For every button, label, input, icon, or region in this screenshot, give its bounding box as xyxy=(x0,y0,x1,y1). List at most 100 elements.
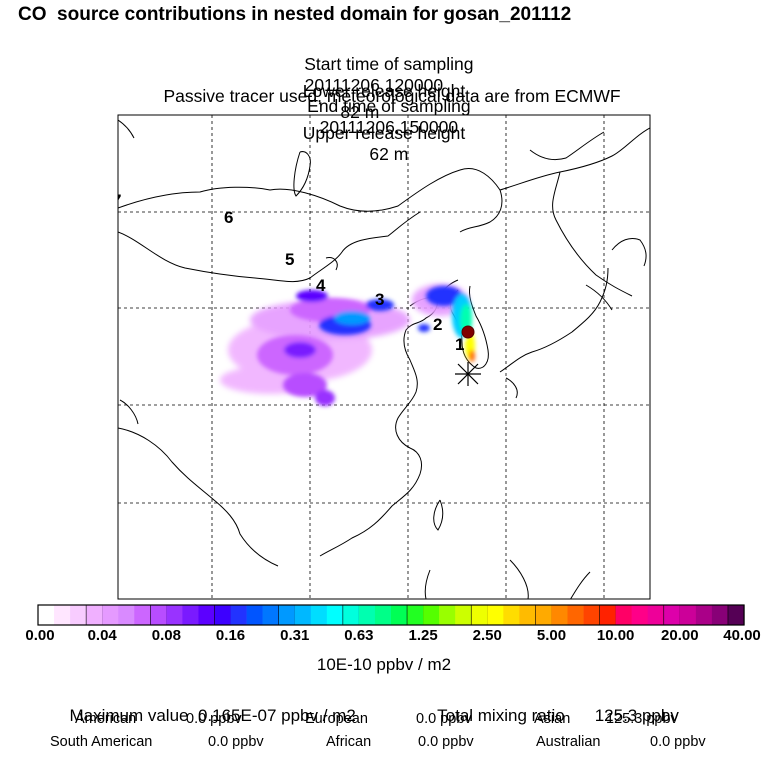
colorbar-swatch xyxy=(711,605,729,625)
asterisk-icon xyxy=(455,362,481,386)
colorbar-tick-label: 0.04 xyxy=(87,627,117,644)
plot-title: CO source contributions in nested domain… xyxy=(18,4,572,25)
map-area: 1 2 3 4 5 6 7 xyxy=(112,115,650,599)
colorbar-swatch xyxy=(519,605,536,625)
region-australian-value: 0.0 ppbv xyxy=(650,734,706,750)
track-label-3: 3 xyxy=(375,290,384,309)
end-time-label: End time of sampling xyxy=(307,96,471,116)
upper-height-value: 62 m xyxy=(369,144,409,164)
colorbar-tick-label: 0.31 xyxy=(280,627,310,644)
colorbar-swatch xyxy=(150,604,167,626)
max-value: Maximum value 0.165E-07 ppbv / m2 xyxy=(60,686,356,726)
track-label-1: 1 xyxy=(455,335,464,354)
track-label-7: 7 xyxy=(112,191,121,210)
colorbar-swatch xyxy=(535,604,553,626)
colorbar-swatch xyxy=(374,605,392,625)
track-label-6: 6 xyxy=(224,208,233,227)
region-american: American xyxy=(75,711,136,727)
colorbar-tick-label: 2.50 xyxy=(472,627,502,644)
colorbar-swatch xyxy=(54,605,71,625)
region-asian: Asian xyxy=(534,711,570,727)
region-name: Australian xyxy=(536,734,601,750)
colorbar-outline xyxy=(37,604,745,626)
region-asian-value: 125.3 ppbv xyxy=(606,711,678,727)
colorbar-tick-label: 40.00 xyxy=(723,627,761,644)
colorbar-tick-label: 0.63 xyxy=(344,627,374,644)
colorbar-swatch xyxy=(310,605,328,625)
colorbar-tick-label: 0.00 xyxy=(25,627,55,644)
max-value-label: Maximum value xyxy=(69,706,189,725)
colorbar-swatch xyxy=(230,605,247,625)
region-african: African xyxy=(326,734,371,750)
colorbar-swatch xyxy=(118,605,135,625)
colorbar-swatch xyxy=(246,605,263,625)
colorbar-swatch xyxy=(663,604,681,626)
coastlines-borders xyxy=(118,119,650,599)
colorbar-swatch xyxy=(727,604,745,626)
track-label-2: 2 xyxy=(433,315,442,334)
region-european: European xyxy=(305,711,368,727)
colorbar-swatch xyxy=(583,605,600,625)
end-time-value: 20111206.150000 xyxy=(319,117,459,137)
upper-height-label: Upper release height xyxy=(302,123,466,143)
sampling-times: Start time of sampling 20111206.120000 E… xyxy=(0,33,768,138)
colorbar-swatch xyxy=(455,605,472,625)
track-label-5: 5 xyxy=(285,250,294,269)
region-south-american-value: 0.0 ppbv xyxy=(208,734,264,750)
start-time-label: Start time of sampling xyxy=(304,54,474,74)
colorbar-swatch xyxy=(294,605,312,625)
colorbar-swatch xyxy=(278,604,296,626)
release-heights: Lower release height 82 m Upper release … xyxy=(0,60,768,165)
colorbar-swatch xyxy=(503,605,520,625)
colorbar-swatch xyxy=(198,605,215,625)
max-value-number: 0.165E-07 ppbv / m2 xyxy=(197,706,356,725)
colorbar-swatch xyxy=(342,604,360,626)
total-mixing: Total mixing ratio 125.3 ppbv xyxy=(428,686,679,726)
colorbar-swatch xyxy=(134,605,151,625)
region-american-value: 0.0 ppbv xyxy=(186,711,242,727)
total-mixing-value: 125.3 ppbv xyxy=(594,706,679,725)
colorbar-units: 10E-10 ppbv / m2 xyxy=(316,655,452,674)
colorbar-swatch xyxy=(358,605,376,625)
lower-height-value: 82 m xyxy=(340,102,380,122)
lower-height-label: Lower release height xyxy=(302,81,466,101)
colorbar-swatch xyxy=(423,605,440,625)
colorbar-swatch xyxy=(406,604,424,626)
colorbar-swatch xyxy=(599,604,617,626)
colorbar-swatch xyxy=(182,605,199,625)
colorbar-swatch xyxy=(487,605,504,625)
colorbar-swatch xyxy=(631,605,649,625)
tracer-note: Passive tracer used, meteorological data… xyxy=(163,86,621,106)
start-time-value: 20111206.120000 xyxy=(304,75,444,95)
map-frame xyxy=(117,114,651,600)
track-label-4: 4 xyxy=(316,276,326,295)
colorbar-swatch xyxy=(567,605,584,625)
colorbar-tick-label: 5.00 xyxy=(536,627,567,644)
region-name: African xyxy=(326,734,372,750)
colorbar-tick-label: 1.25 xyxy=(408,627,438,644)
colorbar-swatch xyxy=(326,605,344,625)
region-name: European xyxy=(305,711,368,727)
region-australian: Australian xyxy=(536,734,600,750)
colorbar-swatch xyxy=(166,605,183,625)
colorbar-swatch xyxy=(470,604,488,626)
colorbar-swatch xyxy=(70,605,87,625)
colorbar-swatch xyxy=(647,605,665,625)
region-name: South American xyxy=(50,734,153,750)
concentration-field xyxy=(220,284,475,406)
colorbar-tick-label: 10.00 xyxy=(596,627,635,644)
colorbar-swatch xyxy=(695,605,713,625)
colorbar-swatch xyxy=(214,604,232,626)
lat-lon-grid xyxy=(118,115,650,599)
colorbar-swatch xyxy=(439,605,456,625)
colorbar-swatch xyxy=(38,605,55,625)
colorbar-swatch xyxy=(262,605,279,625)
colorbar-swatch xyxy=(85,604,103,626)
region-south-american: South American xyxy=(50,734,152,750)
colorbar-swatch xyxy=(102,605,119,625)
colorbar-tick-label: 20.00 xyxy=(661,627,699,644)
colorbar xyxy=(37,604,745,626)
colorbar-tick-label: 0.16 xyxy=(215,627,246,644)
colorbar-tick-label: 0.08 xyxy=(151,627,181,644)
